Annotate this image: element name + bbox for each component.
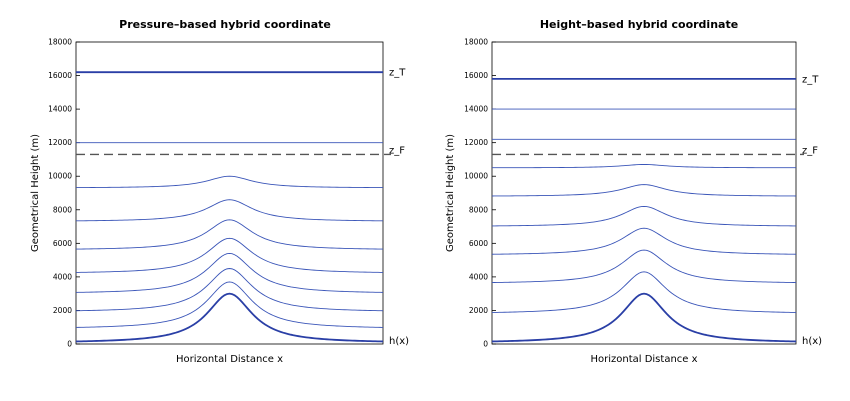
y-tick-label: 0: [67, 340, 72, 349]
coordinate-level-line: [491, 164, 797, 169]
terrain-label: h(x): [802, 336, 822, 347]
coordinate-level-line: [491, 227, 797, 255]
y-tick-label: 16000: [48, 71, 72, 80]
y-tick-label: 10000: [48, 172, 72, 181]
y-tick-label: 16000: [464, 71, 488, 80]
coordinate-level-line: [75, 252, 384, 293]
y-tick-label: 18000: [48, 38, 72, 47]
y-tick-label: 2000: [469, 306, 488, 315]
coordinate-level-line: [75, 199, 384, 222]
x-axis-label: Horizontal Distance x: [590, 354, 697, 365]
terrain-label: h(x): [389, 336, 409, 347]
coordinate-level-line: [75, 237, 384, 273]
y-tick-label: 8000: [53, 205, 72, 214]
terrain-line: [75, 292, 384, 343]
coordinate-level-line: [491, 271, 797, 313]
chart-title: Height–based hybrid coordinate: [540, 18, 738, 31]
y-tick-label: 14000: [48, 105, 72, 114]
coordinate-level-line: [75, 175, 384, 189]
y-tick-label: 18000: [464, 38, 488, 47]
chart-title: Pressure–based hybrid coordinate: [119, 18, 331, 31]
y-tick-label: 6000: [469, 239, 488, 248]
coordinate-level-line: [75, 268, 384, 312]
y-tick-label: 6000: [53, 239, 72, 248]
terrain-line: [491, 292, 797, 343]
model-top-label: z_T: [389, 68, 406, 79]
panel-height-based: Height–based hybrid coordinate 0 2000 4000 6…: [445, 18, 822, 365]
x-axis-label: Horizontal Distance x: [176, 354, 283, 365]
flat-level-label: z_F: [389, 145, 405, 156]
plot-frame: [491, 41, 797, 345]
model-top-label: z_T: [802, 74, 819, 85]
y-tick-label: 12000: [464, 138, 488, 147]
y-tick-label: 12000: [48, 138, 72, 147]
y-tick-label: 14000: [464, 105, 488, 114]
coordinate-level-line: [75, 219, 384, 250]
flat-level-label: z_F: [802, 145, 818, 156]
y-axis-label: Geometrical Height (m): [445, 134, 456, 252]
y-tick-label: 4000: [53, 272, 72, 281]
plot-frame: [75, 41, 384, 345]
y-tick-label: 0: [483, 340, 488, 349]
y-tick-label: 2000: [53, 306, 72, 315]
y-tick-label: 4000: [469, 272, 488, 281]
y-axis-label: Geometrical Height (m): [30, 134, 41, 252]
y-tick-label: 10000: [464, 172, 488, 181]
coordinate-level-line: [491, 249, 797, 283]
coordinate-level-line: [491, 205, 797, 227]
coordinate-level-line: [75, 281, 384, 328]
y-tick-label: 8000: [469, 205, 488, 214]
panel-pressure-based: Pressure–based hybrid coordinate 0 2000 400…: [30, 18, 409, 365]
coordinate-level-line: [491, 184, 797, 197]
